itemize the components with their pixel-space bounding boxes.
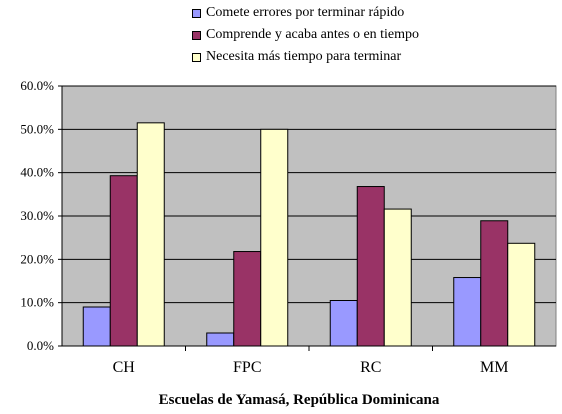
bar	[507, 242, 536, 347]
y-tick-label: 60.0%	[20, 78, 54, 93]
axes	[58, 85, 556, 351]
x-tick-label: CH	[113, 359, 136, 376]
bar	[109, 175, 138, 347]
y-tick-label: 50.0%	[20, 121, 54, 136]
bar	[453, 277, 482, 347]
legend-swatch	[192, 52, 201, 62]
x-tick-label: RC	[360, 359, 381, 376]
bar	[82, 306, 111, 347]
bar	[136, 122, 165, 347]
y-tick-label: 10.0%	[20, 295, 54, 310]
legend-label: Necesita más tiempo para terminar	[206, 49, 402, 64]
legend-swatch	[192, 30, 201, 40]
bar	[329, 300, 358, 347]
bar	[260, 128, 289, 347]
y-tick-labels: 0.0% 10.0% 20.0% 30.0% 40.0% 50.0% 60.0%	[20, 78, 54, 353]
legend: Comete errores por terminar rápido Compr…	[192, 2, 419, 68]
y-tick-label: 20.0%	[20, 251, 54, 266]
bar	[206, 332, 235, 347]
x-tick-labels: CH FPC RC MM	[113, 359, 509, 376]
legend-item: Necesita más tiempo para terminar	[192, 46, 419, 68]
legend-swatch	[192, 8, 201, 18]
legend-label: Comete errores por terminar rápido	[206, 5, 405, 20]
bar	[383, 208, 412, 347]
x-axis-title: Escuelas de Yamasá, República Dominicana	[159, 392, 440, 408]
y-tick-label: 30.0%	[20, 208, 54, 223]
bars	[82, 122, 536, 347]
x-tick-label: MM	[480, 359, 508, 376]
x-tick-label: FPC	[233, 359, 261, 376]
legend-item: Comete errores por terminar rápido	[192, 2, 419, 24]
bar	[233, 251, 262, 347]
y-tick-label: 40.0%	[20, 165, 54, 180]
bar	[480, 220, 509, 347]
legend-item: Comprende y acaba antes o en tiempo	[192, 24, 419, 46]
legend-label: Comprende y acaba antes o en tiempo	[206, 27, 420, 42]
bar	[356, 186, 385, 347]
y-tick-label: 0.0%	[27, 338, 54, 353]
